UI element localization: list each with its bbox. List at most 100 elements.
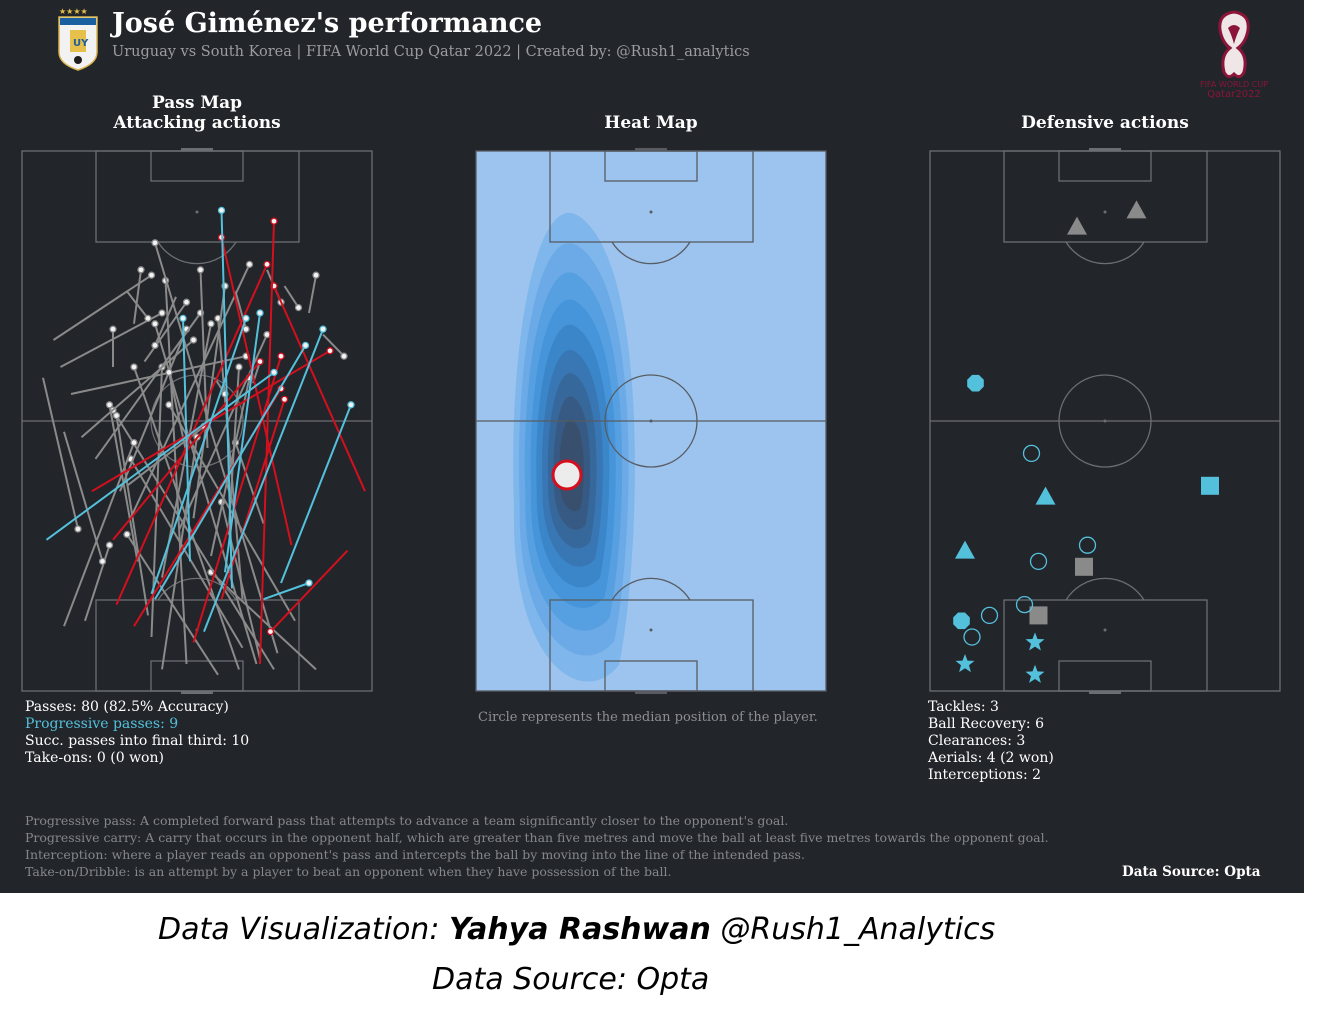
bottom-penalty-arc xyxy=(611,577,691,601)
stat-take-ons: Take-ons: 0 (0 won) xyxy=(25,750,164,766)
center-spot xyxy=(649,419,653,423)
pass-line-progressive xyxy=(203,328,324,632)
aerial-duel-marker xyxy=(955,540,975,559)
top-six-yard-box xyxy=(1058,150,1152,182)
defensive-actions-pitch xyxy=(929,148,1281,694)
pass-line-other xyxy=(192,285,226,519)
pass-line-final_third xyxy=(259,221,275,665)
footer-viz-handle: @Rush1_Analytics xyxy=(710,912,996,947)
pass-map-title: Pass Map Attacking actions xyxy=(22,93,372,133)
tackle-marker xyxy=(1025,632,1045,651)
pass-map-title-line1: Pass Map xyxy=(151,93,243,113)
definition-interception: Interception: where a player reads an op… xyxy=(25,847,805,862)
clearance-marker xyxy=(1201,476,1219,495)
pass-end-point xyxy=(340,352,348,360)
pass-line-final_third xyxy=(220,237,293,546)
pass-end-point xyxy=(270,217,278,225)
pass-end-point xyxy=(207,320,215,328)
pass-end-point xyxy=(196,266,205,274)
top-penalty-spot xyxy=(195,210,199,214)
pass-line-progressive xyxy=(150,318,247,595)
pass-line-other xyxy=(60,312,163,368)
pass-end-point xyxy=(147,271,156,279)
pass-line-progressive xyxy=(154,344,307,600)
pass-line-final_third xyxy=(192,355,282,643)
median-position-marker xyxy=(551,459,583,491)
page-subtitle: Uruguay vs South Korea | FIFA World Cup … xyxy=(112,44,750,60)
top-penalty-box xyxy=(1003,150,1208,243)
pass-end-point xyxy=(130,363,138,371)
interception-marker xyxy=(1022,444,1041,463)
ball-recovery-marker xyxy=(953,612,970,630)
pass-line-other xyxy=(42,377,79,530)
top-penalty-arc xyxy=(157,241,237,265)
stat-aerials: Aerials: 4 (2 won) xyxy=(928,750,1054,766)
pass-end-point xyxy=(256,357,264,366)
defensive-actions-markers xyxy=(953,200,1219,683)
pass-end-point xyxy=(165,368,173,377)
pass-line-progressive xyxy=(220,210,233,589)
pass-line-other xyxy=(84,544,111,622)
pass-end-point xyxy=(280,395,289,404)
tackle-marker xyxy=(955,654,975,673)
pass-end-point xyxy=(137,266,145,274)
aerial-duel-marker xyxy=(1067,216,1087,235)
fifa-world-cup-logo-icon xyxy=(1218,10,1250,79)
interception-marker xyxy=(1029,552,1048,571)
bottom-penalty-arc xyxy=(1065,577,1145,601)
defensive-stats: Tackles: 3 Ball Recovery: 6 Clearances: … xyxy=(928,699,1054,784)
pass-end-point xyxy=(98,557,107,566)
pass-line-other xyxy=(52,274,153,341)
pass-end-point xyxy=(179,314,187,323)
pass-line-other xyxy=(150,366,163,638)
heat-map-note: Circle represents the median position of… xyxy=(478,710,818,725)
pass-end-point xyxy=(105,541,114,549)
ball-recovery-marker xyxy=(967,374,984,392)
pass-line-other xyxy=(154,296,177,346)
footer-visualization-credit: Data Visualization: Yahya Rashwan @Rush1… xyxy=(158,912,995,947)
pass-map-title-line2: Attacking actions xyxy=(113,113,281,133)
top-six-yard-box xyxy=(150,150,244,182)
top-penalty-spot xyxy=(649,210,653,214)
pass-line-other xyxy=(70,355,247,395)
defensive-actions-title: Defensive actions xyxy=(1021,113,1189,133)
interception-marker xyxy=(963,628,981,646)
heat-map-title: Heat Map xyxy=(604,113,698,133)
bottom-penalty-arc xyxy=(157,577,237,601)
pass-line-other xyxy=(322,333,345,357)
stat-clearances: Clearances: 3 xyxy=(928,733,1026,749)
uruguay-crest-icon: UY xyxy=(58,16,98,71)
pass-end-point xyxy=(151,239,159,247)
pass-line-other xyxy=(129,263,251,519)
definition-progressive-pass: Progressive pass: A completed forward pa… xyxy=(25,813,789,828)
pass-line-other xyxy=(210,377,251,557)
pass-end-point xyxy=(266,627,275,636)
definition-take-on: Take-on/Dribble: is an attempt by a play… xyxy=(25,864,672,879)
pass-end-point xyxy=(312,271,320,279)
pass-end-point xyxy=(319,325,327,333)
pass-end-point xyxy=(74,525,82,533)
stat-interceptions: Interceptions: 2 xyxy=(928,767,1042,783)
pass-line-other xyxy=(63,431,104,562)
bottom-penalty-spot xyxy=(1103,628,1107,632)
pass-line-progressive xyxy=(182,318,191,562)
pass-line-progressive xyxy=(280,404,352,584)
pass-end-point xyxy=(158,309,166,317)
clearance-marker xyxy=(1075,557,1093,576)
pass-line-other xyxy=(143,301,188,363)
pass-end-point xyxy=(301,341,310,350)
bottom-six-yard-box xyxy=(1058,660,1152,692)
pass-end-point xyxy=(151,341,159,350)
infographic-graphics: UY ★★★★ FIFA WORLD CUP Qatar2022 xyxy=(21,7,1281,694)
pass-end-point xyxy=(144,314,152,323)
median-position-layer xyxy=(551,459,583,491)
pass-end-point xyxy=(326,347,334,355)
stat-progressive-passes: Progressive passes: 9 xyxy=(25,716,179,732)
pass-line-final_third xyxy=(273,285,366,492)
interception-marker xyxy=(1015,595,1034,614)
center-circle xyxy=(1058,374,1152,468)
svg-text:UY: UY xyxy=(73,38,89,49)
tackle-marker xyxy=(1025,664,1045,683)
pass-line-progressive xyxy=(45,371,275,541)
pass-end-point xyxy=(189,336,198,344)
